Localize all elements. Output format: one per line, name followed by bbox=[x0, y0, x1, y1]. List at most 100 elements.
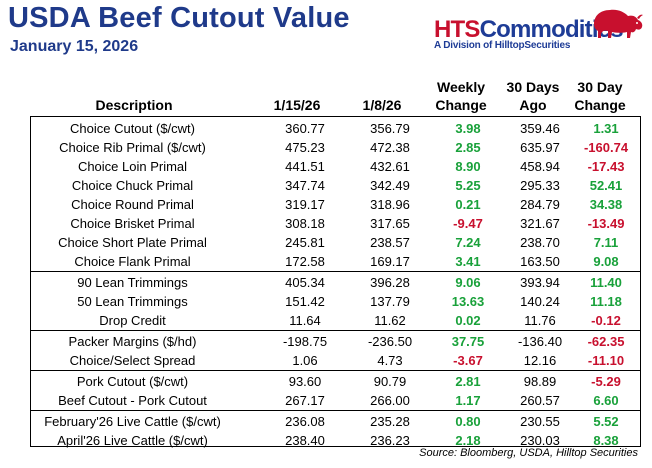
table-row: February'26 Live Cattle ($/cwt) 236.08 235… bbox=[30, 412, 641, 431]
weekly-change: 5.25 bbox=[455, 178, 481, 193]
table-row: 50 Lean Trimmings 151.42 137.79 13.63 140.24… bbox=[30, 292, 641, 311]
value-1-15-26: 360.77 bbox=[285, 121, 325, 136]
table-row: Choice Brisket Primal 308.18 317.65 -9.47 32… bbox=[30, 214, 641, 233]
logo-tagline: A Division of HilltopSecurities bbox=[434, 40, 571, 51]
row-description: Choice Short Plate Primal bbox=[58, 235, 207, 250]
row-description: Pork Cutout ($/cwt) bbox=[76, 374, 189, 389]
group-separator bbox=[30, 410, 641, 411]
table-row: Pork Cutout ($/cwt) 93.60 90.79 2.81 98.89 -5… bbox=[30, 372, 641, 391]
thirty-day-change: 11.40 bbox=[590, 275, 622, 290]
table-row: Choice Chuck Primal 347.74 342.49 5.25 295.3… bbox=[30, 176, 641, 195]
table-row: Packer Margins ($/hd) -198.75 -236.50 37.75… bbox=[30, 332, 641, 351]
thirty-day-change: -160.74 bbox=[583, 140, 629, 155]
value-30-days-ago: 321.67 bbox=[520, 216, 560, 231]
value-1-8-26: 342.49 bbox=[370, 178, 410, 193]
weekly-change: 0.80 bbox=[455, 414, 481, 429]
value-1-15-26: 308.18 bbox=[285, 216, 325, 231]
value-30-days-ago: 238.70 bbox=[520, 235, 560, 250]
value-1-8-26: 90.79 bbox=[373, 374, 407, 389]
thirty-day-change: -0.12 bbox=[591, 313, 621, 328]
report-title: USDA Beef Cutout Value bbox=[8, 2, 350, 34]
thirty-day-change: 7.11 bbox=[593, 235, 619, 250]
row-description: Choice Rib Primal ($/cwt) bbox=[59, 140, 206, 155]
table-row: Choice Loin Primal 441.51 432.61 8.90 458.94… bbox=[30, 157, 641, 176]
thirty-day-change: -11.10 bbox=[587, 353, 625, 368]
header-30-days-ago-line1: 30 Days bbox=[506, 79, 560, 95]
header-weekly-change-line1: Weekly bbox=[437, 79, 485, 95]
table-row: Choice/Select Spread 1.06 4.73 -3.67 12.16 -1… bbox=[30, 351, 641, 370]
row-description: Choice Chuck Primal bbox=[71, 178, 194, 193]
value-1-15-26: 93.60 bbox=[288, 374, 322, 389]
value-1-15-26: 11.64 bbox=[289, 313, 321, 328]
row-description: Choice Loin Primal bbox=[77, 159, 188, 174]
table-row: Choice Round Primal 319.17 318.96 0.21 284.7… bbox=[30, 195, 641, 214]
thirty-day-change: -17.43 bbox=[587, 159, 625, 174]
table-row: Drop Credit 11.64 11.62 0.02 11.76 -0.12 bbox=[30, 311, 641, 330]
thirty-day-change: 1.31 bbox=[593, 121, 619, 136]
group-separator bbox=[30, 370, 641, 371]
row-description: Drop Credit bbox=[99, 313, 166, 328]
value-30-days-ago: 12.16 bbox=[523, 353, 557, 368]
value-1-15-26: 172.58 bbox=[285, 254, 325, 269]
weekly-change: 2.81 bbox=[455, 374, 481, 389]
weekly-change: -3.67 bbox=[453, 353, 483, 368]
value-30-days-ago: 260.57 bbox=[520, 393, 560, 408]
thirty-day-change: 5.52 bbox=[593, 414, 619, 429]
table-left-border bbox=[30, 117, 31, 446]
table-row: Choice Flank Primal 172.58 169.17 3.41 163.5… bbox=[30, 252, 641, 271]
source-note: Source: Bloomberg, USDA, Hilltop Securit… bbox=[419, 447, 638, 459]
value-1-15-26: 245.81 bbox=[285, 235, 325, 250]
thirty-day-change: -5.29 bbox=[591, 374, 621, 389]
beef-cutout-table: Choice Cutout ($/cwt) 360.77 356.79 3.98 359… bbox=[30, 116, 641, 450]
table-row: April'26 Live Cattle ($/cwt) 238.40 236.23… bbox=[30, 431, 641, 450]
header-30-day-change-line2: Change bbox=[574, 97, 626, 113]
value-1-15-26: 441.51 bbox=[285, 159, 325, 174]
weekly-change: 9.06 bbox=[455, 275, 481, 290]
value-1-15-26: 347.74 bbox=[285, 178, 325, 193]
value-1-15-26: 151.42 bbox=[285, 294, 325, 309]
value-1-8-26: 318.96 bbox=[370, 197, 410, 212]
value-1-15-26: 267.17 bbox=[285, 393, 325, 408]
weekly-change: 37.75 bbox=[451, 334, 485, 349]
row-description: Choice/Select Spread bbox=[69, 353, 196, 368]
header-date-1: 1/15/26 bbox=[273, 97, 321, 113]
row-description: Packer Margins ($/hd) bbox=[68, 334, 197, 349]
value-1-8-26: 11.62 bbox=[374, 313, 406, 328]
thirty-day-change: 8.38 bbox=[593, 433, 619, 448]
group-separator bbox=[30, 271, 641, 272]
value-1-15-26: 236.08 bbox=[285, 414, 325, 429]
thirty-day-change: 6.60 bbox=[593, 393, 619, 408]
weekly-change: 3.98 bbox=[455, 121, 481, 136]
value-1-8-26: 169.17 bbox=[370, 254, 410, 269]
value-1-8-26: -236.50 bbox=[367, 334, 413, 349]
header-description: Description bbox=[95, 97, 173, 113]
weekly-change: 8.90 bbox=[455, 159, 481, 174]
weekly-change: 7.24 bbox=[455, 235, 481, 250]
table-right-border bbox=[640, 117, 641, 446]
weekly-change: -9.47 bbox=[453, 216, 483, 231]
value-1-8-26: 235.28 bbox=[370, 414, 410, 429]
row-description: Choice Cutout ($/cwt) bbox=[70, 121, 195, 136]
table-row: 90 Lean Trimmings 405.34 396.28 9.06 393.94 1… bbox=[30, 273, 641, 292]
value-30-days-ago: 284.79 bbox=[520, 197, 560, 212]
bison-icon bbox=[594, 9, 643, 38]
weekly-change: 2.85 bbox=[455, 140, 481, 155]
group-separator bbox=[30, 330, 641, 331]
value-1-15-26: 319.17 bbox=[285, 197, 325, 212]
value-1-8-26: 137.79 bbox=[370, 294, 410, 309]
weekly-change: 0.02 bbox=[455, 313, 481, 328]
value-1-8-26: 432.61 bbox=[370, 159, 410, 174]
value-1-8-26: 238.57 bbox=[370, 235, 410, 250]
thirty-day-change: -62.35 bbox=[587, 334, 625, 349]
value-30-days-ago: 140.24 bbox=[520, 294, 560, 309]
value-30-days-ago: 635.97 bbox=[520, 140, 560, 155]
report-date: January 15, 2026 bbox=[10, 38, 139, 55]
weekly-change: 3.41 bbox=[455, 254, 481, 269]
value-1-15-26: -198.75 bbox=[282, 334, 328, 349]
value-30-days-ago: 393.94 bbox=[520, 275, 560, 290]
value-1-15-26: 1.06 bbox=[292, 353, 318, 368]
row-description: Choice Brisket Primal bbox=[70, 216, 195, 231]
row-description: 90 Lean Trimmings bbox=[77, 275, 188, 290]
value-30-days-ago: 359.46 bbox=[520, 121, 560, 136]
table-row: Choice Short Plate Primal 245.81 238.57 7.2… bbox=[30, 233, 641, 252]
